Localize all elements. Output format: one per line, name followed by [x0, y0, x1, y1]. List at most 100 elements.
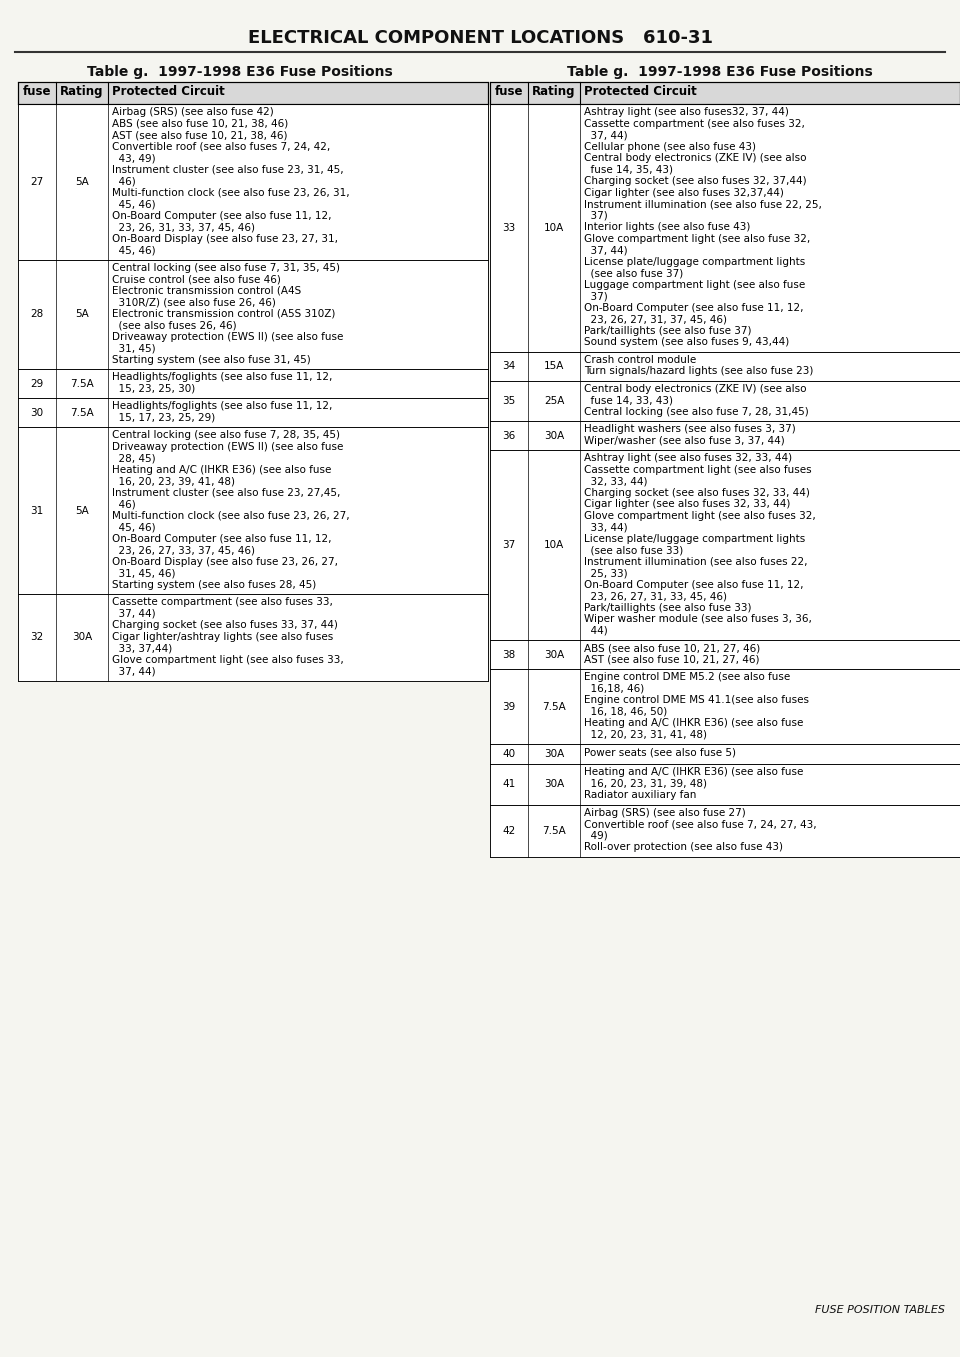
Text: ABS (see also fuse 10, 21, 38, 46): ABS (see also fuse 10, 21, 38, 46) — [112, 118, 288, 129]
Bar — [18, 369, 488, 398]
Text: On-Board Display (see also fuse 23, 26, 27,: On-Board Display (see also fuse 23, 26, … — [112, 556, 338, 566]
Text: 30A: 30A — [544, 749, 564, 759]
Text: (see also fuse 33): (see also fuse 33) — [584, 546, 684, 555]
Text: 30A: 30A — [544, 650, 564, 660]
Bar — [490, 104, 960, 351]
Text: 30: 30 — [31, 407, 43, 418]
Text: Headlight washers (see also fuses 3, 37): Headlight washers (see also fuses 3, 37) — [584, 423, 796, 434]
Text: Instrument illumination (see also fuses 22,: Instrument illumination (see also fuses … — [584, 556, 807, 566]
Text: Ashtray light (see also fuses32, 37, 44): Ashtray light (see also fuses32, 37, 44) — [584, 107, 789, 117]
Text: Central locking (see also fuse 7, 31, 35, 45): Central locking (see also fuse 7, 31, 35… — [112, 262, 340, 273]
Text: 10A: 10A — [544, 540, 564, 550]
Text: 12, 20, 23, 31, 41, 48): 12, 20, 23, 31, 41, 48) — [584, 730, 707, 740]
Bar — [490, 641, 960, 669]
Text: 23, 26, 31, 33, 37, 45, 46): 23, 26, 31, 33, 37, 45, 46) — [112, 223, 255, 232]
Text: Sound system (see also fuses 9, 43,44): Sound system (see also fuses 9, 43,44) — [584, 337, 789, 347]
Text: fuse: fuse — [23, 85, 51, 98]
Text: 30A: 30A — [72, 632, 92, 642]
Text: Charging socket (see also fuses 33, 37, 44): Charging socket (see also fuses 33, 37, … — [112, 620, 338, 630]
Bar — [18, 594, 488, 680]
Text: Starting system (see also fuse 31, 45): Starting system (see also fuse 31, 45) — [112, 354, 311, 365]
Text: Heating and A/C (IHKR E36) (see also fuse: Heating and A/C (IHKR E36) (see also fus… — [112, 464, 331, 475]
Text: Multi-function clock (see also fuse 23, 26, 31,: Multi-function clock (see also fuse 23, … — [112, 187, 349, 198]
Text: 7.5A: 7.5A — [70, 379, 94, 388]
Text: 27: 27 — [31, 176, 43, 187]
Text: Central body electronics (ZKE IV) (see also: Central body electronics (ZKE IV) (see a… — [584, 153, 806, 163]
Text: Electronic transmission control (A5S 310Z): Electronic transmission control (A5S 310… — [112, 308, 335, 319]
Text: Central locking (see also fuse 7, 28, 35, 45): Central locking (see also fuse 7, 28, 35… — [112, 430, 340, 440]
Bar — [18, 259, 488, 369]
Text: Instrument cluster (see also fuse 23, 27,45,: Instrument cluster (see also fuse 23, 27… — [112, 487, 341, 498]
Text: Cellular phone (see also fuse 43): Cellular phone (see also fuse 43) — [584, 141, 756, 152]
Text: Headlights/foglights (see also fuse 11, 12,: Headlights/foglights (see also fuse 11, … — [112, 402, 332, 411]
Text: Cigar lighter/ashtray lights (see also fuses: Cigar lighter/ashtray lights (see also f… — [112, 631, 333, 642]
Text: 37, 44): 37, 44) — [584, 130, 628, 140]
Text: 16,18, 46): 16,18, 46) — [584, 684, 644, 693]
Text: 25A: 25A — [543, 396, 564, 406]
Text: Glove compartment light (see also fuses 32,: Glove compartment light (see also fuses … — [584, 510, 816, 521]
Text: 15A: 15A — [543, 361, 564, 370]
Bar — [18, 398, 488, 427]
Text: 31, 45, 46): 31, 45, 46) — [112, 569, 176, 578]
Text: 40: 40 — [502, 749, 516, 759]
Text: (see also fuse 37): (see also fuse 37) — [584, 267, 684, 278]
Text: On-Board Computer (see also fuse 11, 12,: On-Board Computer (see also fuse 11, 12, — [584, 579, 804, 589]
Text: 5A: 5A — [75, 176, 89, 187]
Text: ABS (see also fuse 10, 21, 27, 46): ABS (see also fuse 10, 21, 27, 46) — [584, 643, 760, 653]
Text: Driveaway protection (EWS II) (see also fuse: Driveaway protection (EWS II) (see also … — [112, 331, 344, 342]
Text: Turn signals/hazard lights (see also fuse 23): Turn signals/hazard lights (see also fus… — [584, 366, 813, 376]
Text: 7.5A: 7.5A — [542, 702, 565, 711]
Text: Table g.  1997-1998 E36 Fuse Positions: Table g. 1997-1998 E36 Fuse Positions — [567, 65, 873, 79]
Text: 45, 46): 45, 46) — [112, 246, 156, 255]
Text: Wiper/washer (see also fuse 3, 37, 44): Wiper/washer (see also fuse 3, 37, 44) — [584, 436, 784, 445]
Text: 310R/Z) (see also fuse 26, 46): 310R/Z) (see also fuse 26, 46) — [112, 297, 276, 307]
Text: fuse 14, 35, 43): fuse 14, 35, 43) — [584, 164, 673, 175]
Text: 28: 28 — [31, 309, 43, 319]
Text: Central locking (see also fuse 7, 28, 31,45): Central locking (see also fuse 7, 28, 31… — [584, 407, 808, 417]
Text: Headlights/foglights (see also fuse 11, 12,: Headlights/foglights (see also fuse 11, … — [112, 372, 332, 383]
Text: 37): 37) — [584, 210, 608, 220]
Text: Starting system (see also fuses 28, 45): Starting system (see also fuses 28, 45) — [112, 579, 316, 589]
Text: On-Board Computer (see also fuse 11, 12,: On-Board Computer (see also fuse 11, 12, — [112, 210, 331, 220]
Text: 29: 29 — [31, 379, 43, 388]
Text: Convertible roof (see also fuse 7, 24, 27, 43,: Convertible roof (see also fuse 7, 24, 2… — [584, 820, 817, 829]
Text: 42: 42 — [502, 825, 516, 836]
Text: 31, 45): 31, 45) — [112, 343, 156, 353]
Text: 23, 26, 27, 33, 37, 45, 46): 23, 26, 27, 33, 37, 45, 46) — [112, 546, 255, 555]
Bar — [490, 451, 960, 641]
Text: 37, 44): 37, 44) — [112, 666, 156, 676]
Bar — [18, 104, 488, 259]
Text: 7.5A: 7.5A — [542, 825, 565, 836]
Text: Multi-function clock (see also fuse 23, 26, 27,: Multi-function clock (see also fuse 23, … — [112, 510, 349, 521]
Text: Power seats (see also fuse 5): Power seats (see also fuse 5) — [584, 746, 736, 757]
Text: Engine control DME MS 41.1(see also fuses: Engine control DME MS 41.1(see also fuse… — [584, 695, 809, 706]
Text: On-Board Computer (see also fuse 11, 12,: On-Board Computer (see also fuse 11, 12, — [112, 533, 331, 544]
Text: 36: 36 — [502, 430, 516, 441]
Text: 37): 37) — [584, 290, 608, 301]
Text: Central body electronics (ZKE IV) (see also: Central body electronics (ZKE IV) (see a… — [584, 384, 806, 394]
Text: AST (see also fuse 10, 21, 27, 46): AST (see also fuse 10, 21, 27, 46) — [584, 654, 759, 665]
Text: Cassette compartment (see also fuses 33,: Cassette compartment (see also fuses 33, — [112, 597, 333, 607]
Text: 33, 37,44): 33, 37,44) — [112, 643, 172, 653]
Text: 28, 45): 28, 45) — [112, 453, 156, 463]
Text: Glove compartment light (see also fuse 32,: Glove compartment light (see also fuse 3… — [584, 233, 810, 243]
Text: Instrument illumination (see also fuse 22, 25,: Instrument illumination (see also fuse 2… — [584, 199, 822, 209]
Text: (see also fuses 26, 46): (see also fuses 26, 46) — [112, 320, 236, 330]
Text: 35: 35 — [502, 396, 516, 406]
Text: 31: 31 — [31, 506, 43, 516]
Text: 39: 39 — [502, 702, 516, 711]
Text: Protected Circuit: Protected Circuit — [584, 85, 697, 98]
Text: 33: 33 — [502, 223, 516, 233]
Text: 5A: 5A — [75, 309, 89, 319]
Text: License plate/luggage compartment lights: License plate/luggage compartment lights — [584, 256, 805, 266]
Text: Luggage compartment light (see also fuse: Luggage compartment light (see also fuse — [584, 280, 805, 289]
Text: 45, 46): 45, 46) — [112, 522, 156, 532]
Bar — [490, 421, 960, 451]
Text: Driveaway protection (EWS II) (see also fuse: Driveaway protection (EWS II) (see also … — [112, 441, 344, 452]
Text: 37, 44): 37, 44) — [584, 246, 628, 255]
Bar — [490, 351, 960, 380]
Text: 5A: 5A — [75, 506, 89, 516]
Text: Cigar lighter (see also fuses 32,37,44): Cigar lighter (see also fuses 32,37,44) — [584, 187, 784, 198]
Text: Instrument cluster (see also fuse 23, 31, 45,: Instrument cluster (see also fuse 23, 31… — [112, 164, 344, 175]
Text: Heating and A/C (IHKR E36) (see also fuse: Heating and A/C (IHKR E36) (see also fus… — [584, 767, 804, 778]
